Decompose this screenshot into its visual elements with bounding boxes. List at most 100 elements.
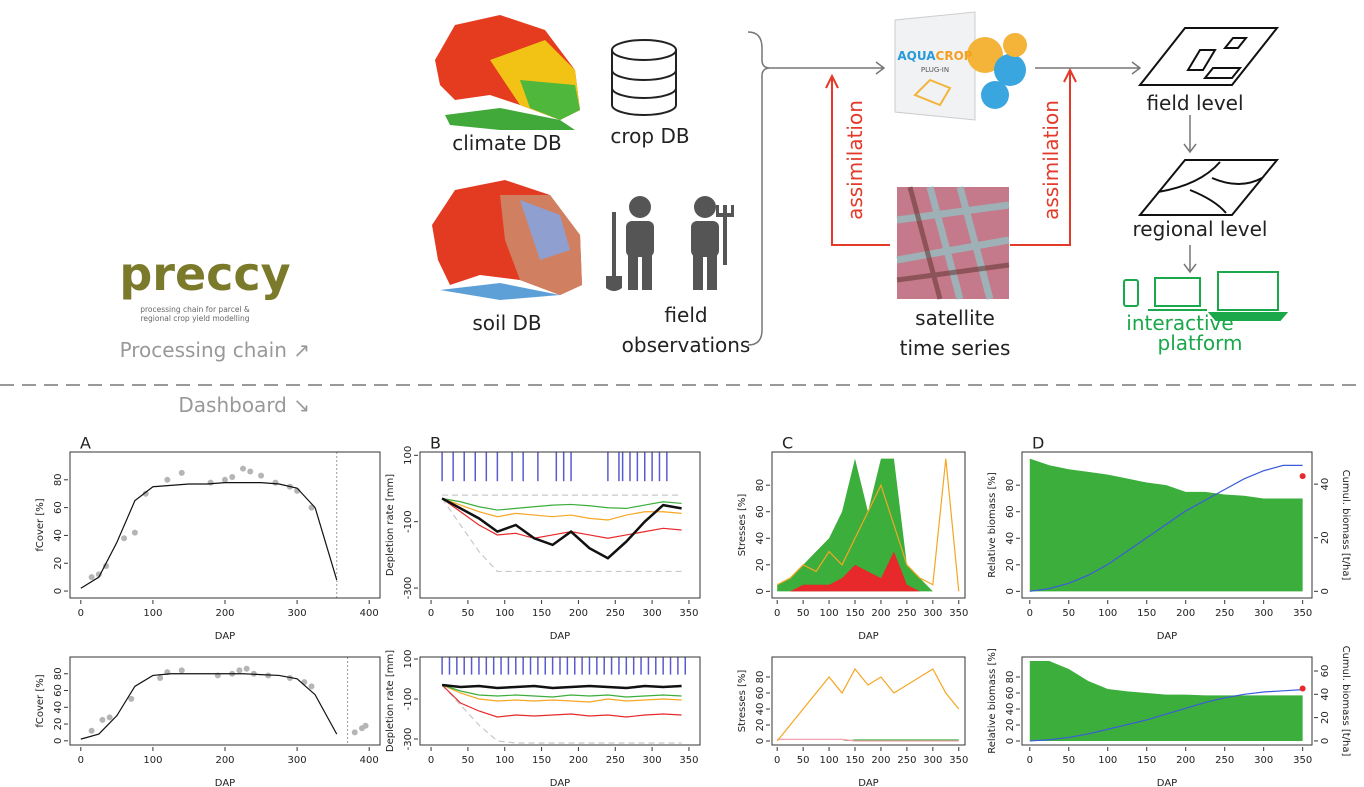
plugin-title: AQUACROP: [897, 49, 972, 63]
y-tick-label: 80: [53, 667, 64, 680]
y-tick-label: 0: [1005, 588, 1016, 594]
line: [777, 669, 959, 741]
x-tick-label: 0: [774, 608, 780, 619]
satellite-image: [897, 187, 1009, 299]
x-tick-label: 100: [820, 755, 839, 766]
assimilation-label: assimilation: [843, 100, 867, 220]
x-tick-label: 200: [215, 608, 234, 619]
y-tick-label: 0: [755, 588, 766, 594]
x-tick-label: 350: [949, 755, 968, 766]
x-tick-label: 50: [1062, 608, 1075, 619]
y-axis-label: Relative biomass [%]: [987, 648, 998, 754]
y-tick-label: 0: [755, 738, 766, 744]
x-tick-label: 0: [774, 755, 780, 766]
logo: preccy: [119, 247, 290, 301]
node-label: soil DB: [472, 311, 541, 335]
data-point: [179, 667, 185, 673]
x-tick-label: 350: [949, 608, 968, 619]
y-tick-label: 0: [53, 738, 64, 744]
x-tick-label: 0: [428, 608, 434, 619]
x-axis-label: DAP: [550, 631, 570, 642]
y2-tick-label: 40: [1320, 688, 1331, 701]
x-axis-label: DAP: [1157, 778, 1177, 787]
plot-frame: [70, 657, 380, 745]
x-tick-label: 300: [923, 755, 942, 766]
x-tick-label: 0: [78, 755, 84, 766]
x-tick-label: 0: [1027, 608, 1033, 619]
y-axis-label: Depletion rate [mm]: [385, 650, 396, 752]
x-tick-label: 150: [1137, 755, 1156, 766]
data-point: [244, 666, 250, 672]
x-tick-label: 50: [462, 755, 475, 766]
plot-frame: [420, 452, 700, 598]
logo-tagline: processing chain for parcel &: [140, 305, 250, 314]
y2-tick-label: 60: [1320, 665, 1331, 678]
data-point: [309, 683, 315, 689]
y-axis-label: Stresses [%]: [737, 494, 748, 557]
climate-map: [435, 15, 580, 130]
y-axis-label: fCover [%]: [35, 498, 46, 551]
x-axis-label: DAP: [1157, 631, 1177, 642]
x-tick-label: 250: [606, 608, 625, 619]
y-tick-label: 0: [1005, 738, 1016, 744]
data-point: [1300, 473, 1306, 479]
y2-tick-label: 0: [1320, 588, 1331, 594]
y-tick-label: 40: [755, 703, 766, 716]
y-tick-label: -300: [403, 728, 414, 751]
data-point: [258, 473, 264, 479]
x-tick-label: 200: [1176, 755, 1195, 766]
x-tick-label: 250: [897, 608, 916, 619]
x-axis-label: DAP: [215, 631, 235, 642]
x-axis-label: DAP: [858, 631, 878, 642]
y-tick-label: 40: [53, 529, 64, 542]
y-tick-label: 20: [1005, 719, 1016, 732]
data-point: [128, 696, 134, 702]
x-tick-label: 150: [532, 755, 551, 766]
line: [442, 498, 681, 510]
y-tick-label: 100: [403, 446, 414, 465]
x-tick-label: 200: [569, 755, 588, 766]
data-point: [272, 480, 278, 486]
data-point: [164, 477, 170, 483]
y2-axis-label: Cumul. biomass [t/ha]: [1340, 646, 1351, 757]
x-tick-label: 250: [1215, 755, 1234, 766]
x-axis-label: DAP: [858, 778, 878, 787]
x-tick-label: 150: [845, 755, 864, 766]
data-point: [247, 468, 253, 474]
plot-frame: [70, 452, 380, 598]
y-tick-label: 80: [1005, 671, 1016, 684]
x-tick-label: 200: [569, 608, 588, 619]
x-tick-label: 200: [871, 608, 890, 619]
x-tick-label: 100: [143, 608, 162, 619]
y-axis-label: Depletion rate [mm]: [385, 474, 396, 576]
farmers-icon: [606, 196, 734, 291]
y-tick-label: 20: [1005, 558, 1016, 571]
area: [1030, 661, 1303, 741]
data-point: [99, 717, 105, 723]
data-point: [107, 714, 113, 720]
x-tick-label: 300: [1254, 755, 1273, 766]
plugin-title-part: CROP: [936, 49, 973, 63]
y-tick-label: 40: [53, 701, 64, 714]
y-tick-label: 40: [1005, 532, 1016, 545]
plugin-subtitle: PLUG-IN: [921, 66, 949, 74]
x-tick-label: 200: [215, 755, 234, 766]
y-tick-label: 80: [53, 473, 64, 486]
y-tick-label: 60: [755, 687, 766, 700]
x-tick-label: 300: [288, 608, 307, 619]
panel-letter: B: [430, 434, 441, 453]
data-point: [1300, 685, 1306, 691]
x-tick-label: 250: [1215, 608, 1234, 619]
x-tick-label: 50: [462, 608, 475, 619]
y-tick-label: 20: [755, 558, 766, 571]
y-axis-label: Stresses [%]: [737, 670, 748, 733]
x-tick-label: 0: [78, 608, 84, 619]
panel-letter: C: [782, 434, 793, 453]
x-tick-label: 50: [797, 755, 810, 766]
x-axis-label: DAP: [215, 778, 235, 787]
x-tick-label: 50: [1062, 755, 1075, 766]
y-tick-label: 60: [1005, 687, 1016, 700]
node-label: field level: [1146, 91, 1243, 115]
x-tick-label: 350: [679, 755, 698, 766]
